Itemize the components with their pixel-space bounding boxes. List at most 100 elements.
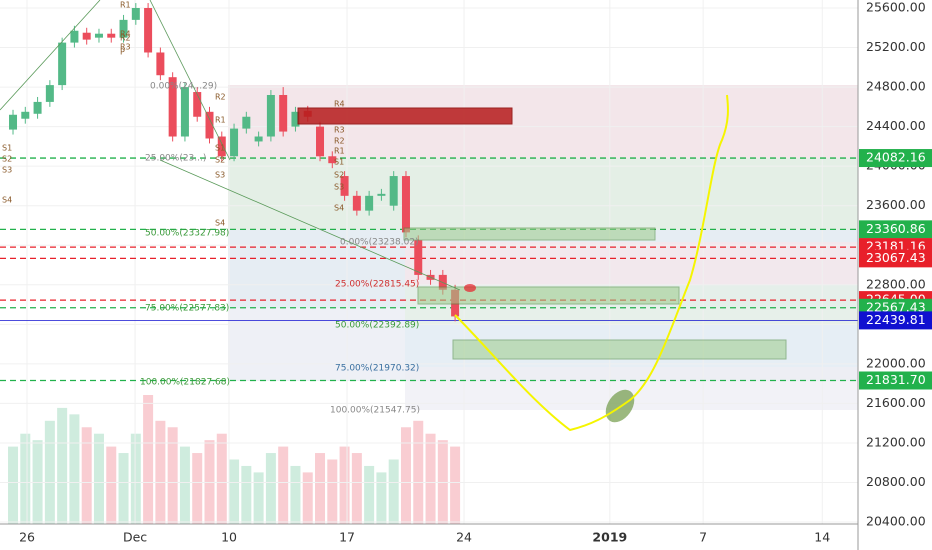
zone-box bbox=[452, 339, 787, 360]
grid bbox=[0, 0, 858, 524]
volume-bar bbox=[118, 453, 129, 524]
x-tick-label: 24 bbox=[456, 530, 472, 545]
fib-label: 75.00%(22577.83) bbox=[145, 304, 229, 314]
candle-body bbox=[377, 193, 386, 196]
volume-bar bbox=[57, 407, 68, 524]
price-line-label: 23360.86 bbox=[866, 221, 926, 236]
pivot-label: S2 bbox=[334, 171, 344, 180]
pivot-label: S3 bbox=[334, 183, 344, 192]
zone-box bbox=[403, 227, 656, 241]
pivot-label: S1 bbox=[334, 158, 344, 167]
candle-body bbox=[82, 32, 91, 40]
fib-label: 100.00%(21827.68) bbox=[140, 378, 230, 388]
zone-box bbox=[417, 286, 680, 305]
volume-bar bbox=[327, 459, 338, 524]
candle-body bbox=[9, 114, 18, 130]
volume-bar bbox=[192, 453, 203, 524]
volume-bar bbox=[69, 414, 80, 524]
price-line-tag bbox=[859, 311, 932, 330]
volume-bar bbox=[20, 433, 31, 524]
candle-body bbox=[279, 94, 288, 132]
volume-bar bbox=[216, 433, 227, 524]
volume-bar bbox=[106, 446, 117, 524]
pivot-label: R4 bbox=[120, 30, 131, 39]
volume-bar bbox=[93, 433, 104, 524]
pivot-label: S1 bbox=[215, 144, 225, 153]
price-line-label: 23067.43 bbox=[866, 250, 926, 265]
candle-body bbox=[45, 85, 54, 102]
candle-body bbox=[107, 33, 116, 38]
pivot-label: R2 bbox=[334, 137, 345, 146]
y-tick-label: 22000.00 bbox=[866, 355, 926, 370]
price-line-label: 22439.81 bbox=[866, 312, 926, 327]
y-tick-label: 21200.00 bbox=[866, 434, 926, 449]
price-line-tag bbox=[859, 149, 932, 168]
fib-label: 50.00%(22392.89) bbox=[335, 321, 419, 331]
candle-body bbox=[21, 111, 30, 119]
trend-line bbox=[0, 0, 101, 111]
candle-body bbox=[291, 111, 300, 127]
candle-body bbox=[414, 240, 423, 275]
volume-bar bbox=[167, 427, 178, 524]
zone-box bbox=[297, 107, 513, 125]
volume-bar bbox=[290, 465, 301, 524]
x-tick-label: Dec bbox=[123, 530, 147, 545]
volume-bar bbox=[143, 395, 154, 524]
pivot-label: R1 bbox=[215, 116, 226, 125]
volume-bar bbox=[253, 472, 264, 524]
pivot-label: S3 bbox=[2, 166, 12, 175]
fib-zone bbox=[228, 158, 858, 230]
volume-bar bbox=[130, 433, 141, 524]
volume-bar bbox=[44, 420, 55, 524]
pivot-label: R3 bbox=[120, 43, 131, 52]
candle-body bbox=[401, 176, 410, 233]
x-tick-label: 17 bbox=[339, 530, 355, 545]
candle-body bbox=[33, 101, 42, 114]
trend-line bbox=[159, 159, 461, 291]
candle-body bbox=[230, 128, 239, 157]
candle-body bbox=[328, 156, 337, 164]
candle-body bbox=[70, 30, 79, 43]
candle-body bbox=[193, 92, 202, 117]
y-tick-label: 21600.00 bbox=[866, 395, 926, 410]
axes: 20400.00 20800.00 21200.00 21600.00 22000.00… bbox=[19, 0, 932, 545]
volume-bar bbox=[315, 453, 326, 524]
pivot-label: R1 bbox=[334, 147, 345, 156]
candles bbox=[9, 3, 460, 322]
pivot-label: S2 bbox=[215, 156, 225, 165]
candle-body bbox=[144, 8, 153, 53]
fib-label: 0.00%(24...29) bbox=[150, 82, 217, 92]
volume-bar bbox=[339, 446, 350, 524]
annotations: 0.00%(24...29) 25.00%(23...) 50.00%(23327.… bbox=[2, 1, 420, 416]
volume-bar bbox=[364, 465, 375, 524]
volume-bar bbox=[376, 472, 387, 524]
volume-bar bbox=[265, 453, 276, 524]
x-tick-label: 2019 bbox=[592, 530, 627, 545]
y-tick-label: 25200.00 bbox=[866, 39, 926, 54]
pivot-label: S4 bbox=[334, 204, 344, 213]
x-tick-label: 26 bbox=[19, 530, 35, 545]
price-axis bbox=[858, 0, 932, 550]
candle-body bbox=[205, 111, 214, 139]
trend-line bbox=[149, 0, 231, 161]
pivot-label: P bbox=[120, 48, 125, 57]
y-tick-label: 22800.00 bbox=[866, 276, 926, 291]
candle-body bbox=[156, 52, 165, 76]
price-line-tag bbox=[859, 371, 932, 390]
candle-body bbox=[352, 195, 361, 211]
fib-label: 50.00%(23327.98) bbox=[145, 229, 229, 239]
volume-bar bbox=[155, 420, 166, 524]
ellipse-drawing bbox=[464, 284, 476, 292]
y-tick-label: 24400.00 bbox=[866, 118, 926, 133]
volume-bar bbox=[400, 427, 411, 524]
pivot-label: S4 bbox=[2, 196, 12, 205]
pivot-label: R1 bbox=[120, 1, 131, 10]
x-tick-label: 14 bbox=[814, 530, 830, 545]
volume-bar bbox=[179, 446, 190, 524]
y-tick-label: 25600.00 bbox=[866, 0, 926, 15]
candle-body bbox=[266, 94, 275, 137]
price-lines bbox=[0, 157, 858, 382]
price-line-label: 22567.43 bbox=[866, 299, 926, 314]
candle-body bbox=[58, 42, 67, 86]
